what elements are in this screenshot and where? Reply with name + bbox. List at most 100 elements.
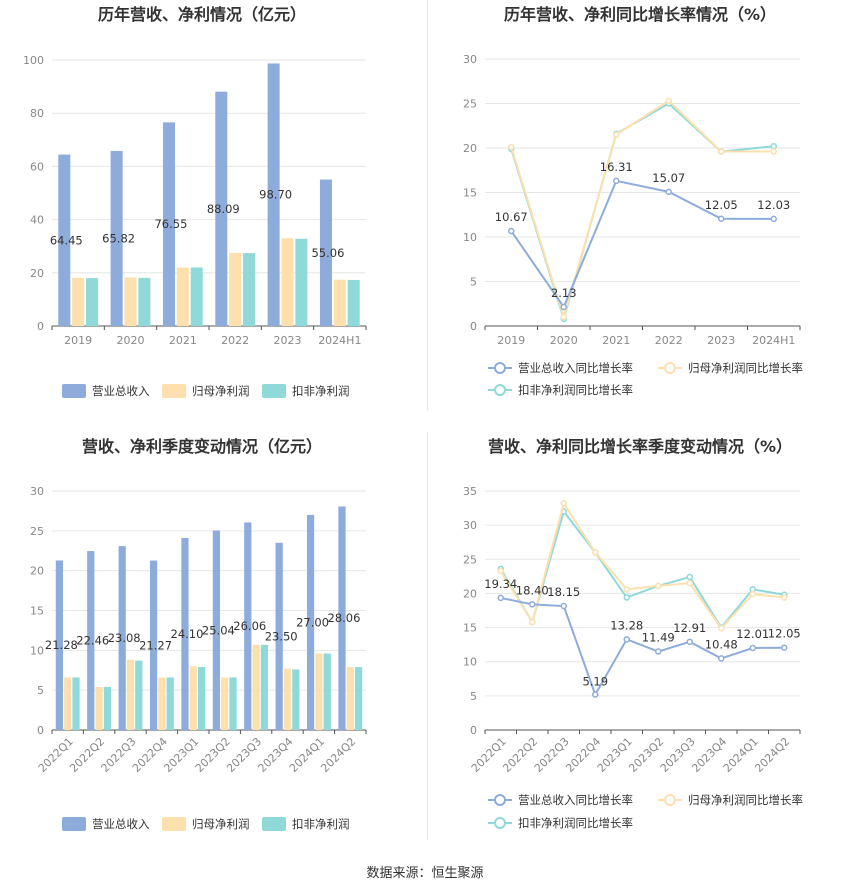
y-tick-label: 0 xyxy=(37,724,44,737)
bar-parent-profit xyxy=(281,238,294,326)
y-tick-label: 60 xyxy=(30,160,44,173)
y-tick-label: 10 xyxy=(463,656,477,669)
y-tick-label: 100 xyxy=(23,54,44,67)
y-tick-label: 15 xyxy=(463,622,477,635)
bar-deducted-profit xyxy=(190,267,203,326)
bar-parent-profit xyxy=(189,666,197,730)
legend-label: 营业总收入 xyxy=(92,384,150,398)
x-tick-label: 2020 xyxy=(117,334,145,347)
line-data-label: 13.28 xyxy=(610,618,643,632)
bar-deducted-profit xyxy=(72,677,80,730)
bar-data-label: 24.10 xyxy=(171,627,204,641)
series-point xyxy=(781,594,788,601)
legend-marker xyxy=(494,362,506,374)
series-point xyxy=(770,148,777,155)
line-data-label: 5.19 xyxy=(582,675,608,689)
chart-quarterly-amounts: 营收、净利季度变动情况（亿元） 0 5 10 15 20 25 30 2022Q1 2022Q2 2… xyxy=(0,430,425,855)
line-data-label: 18.40 xyxy=(516,583,549,597)
x-tick-label: 2024Q2 xyxy=(318,735,358,775)
bar-parent-profit xyxy=(315,653,323,730)
legend-label: 归母净利润同比增长率 xyxy=(688,793,803,807)
x-tick-label: 2023 xyxy=(274,334,302,347)
legend-marker xyxy=(494,794,506,806)
bar-parent-profit xyxy=(95,686,103,730)
bar-data-label: 64.45 xyxy=(50,233,83,247)
bar-revenue xyxy=(55,560,63,730)
line-data-label: 18.15 xyxy=(547,585,580,599)
bar-parent-profit xyxy=(229,252,242,326)
legend-label: 归母净利润 xyxy=(192,384,250,398)
x-tick-label: 2021 xyxy=(602,334,630,347)
legend-label: 营业总收入同比增长率 xyxy=(518,793,633,807)
bar-revenue xyxy=(162,122,175,326)
series-point xyxy=(718,625,725,632)
y-tick-label: 30 xyxy=(30,485,44,498)
y-tick-label: 25 xyxy=(463,553,477,566)
bar-revenue xyxy=(181,538,189,730)
chart-annual-amounts-svg: 历年营收、净利情况（亿元） 0 20 40 60 80 100 2019 2020 2021 202… xyxy=(23,5,367,398)
bar-revenue xyxy=(212,530,220,730)
series-point xyxy=(718,655,725,662)
y-tick-label: 80 xyxy=(30,107,44,120)
series-point xyxy=(613,177,620,185)
bar-data-label: 23.08 xyxy=(108,631,141,645)
line-data-label: 12.05 xyxy=(705,198,738,212)
bar-data-label: 27.00 xyxy=(296,615,329,629)
y-tick-label: 35 xyxy=(463,485,477,498)
bar-revenue xyxy=(149,560,158,730)
chart-title: 历年营收、净利情况（亿元） xyxy=(98,5,306,24)
legend-swatch xyxy=(162,817,186,831)
legend-marker xyxy=(494,384,506,396)
bar-deducted-profit xyxy=(166,677,174,730)
bar-revenue xyxy=(215,91,228,326)
legend-label: 扣非净利润同比增长率 xyxy=(518,383,633,397)
bar-parent-profit xyxy=(64,677,72,730)
data-source-text: 数据来源：恒生聚源 xyxy=(366,866,484,881)
bar-parent-profit xyxy=(333,279,346,326)
series-point xyxy=(497,567,504,575)
bar-parent-profit xyxy=(346,667,354,730)
bar-parent-profit xyxy=(252,644,260,730)
y-tick-label: 25 xyxy=(30,525,44,538)
series-point xyxy=(686,579,693,587)
bar-deducted-profit xyxy=(135,660,143,730)
y-tick-label: 20 xyxy=(463,142,477,155)
legend-label: 扣非净利润 xyxy=(292,384,350,398)
legend-marker xyxy=(494,817,506,829)
bar-revenue xyxy=(267,63,280,326)
y-tick-label: 40 xyxy=(30,214,44,227)
chart-quarterly-growth-svg: 营收、净利同比增长率季度变动情况（%）051015202530352022Q12… xyxy=(463,437,803,830)
series-point xyxy=(623,586,630,593)
vertical-divider-bottom xyxy=(427,432,428,840)
series-point xyxy=(686,573,693,581)
series-point xyxy=(655,582,662,590)
legend-label: 扣非净利润 xyxy=(292,817,350,831)
bar-deducted-profit xyxy=(292,669,300,730)
x-tick-label: 2024H1 xyxy=(318,334,361,347)
bar-data-label: 21.27 xyxy=(139,638,172,652)
legend-swatch xyxy=(62,817,86,831)
vertical-divider-top xyxy=(427,0,428,410)
series-point xyxy=(770,142,777,150)
bar-deducted-profit xyxy=(323,653,331,730)
x-tick-label: 2024Q2 xyxy=(752,735,792,775)
chart-annual-amounts: 历年营收、净利情况（亿元） 0 20 40 60 80 100 2019 2020 2021 202… xyxy=(0,0,425,420)
series-point xyxy=(529,601,536,608)
series-point xyxy=(560,500,567,507)
series-point xyxy=(508,227,515,235)
bar-revenue xyxy=(338,506,346,730)
bar-parent-profit xyxy=(124,277,137,326)
line-data-label: 19.34 xyxy=(484,577,517,591)
bar-data-label: 25.04 xyxy=(202,623,235,637)
series-point xyxy=(718,215,725,223)
chart-title: 历年营收、净利同比增长率情况（%） xyxy=(504,5,776,24)
series-point xyxy=(497,594,504,602)
x-tick-label: 2023 xyxy=(707,334,735,347)
bar-revenue xyxy=(306,514,315,730)
bar-data-label: 22.46 xyxy=(76,634,109,648)
bar-revenue xyxy=(275,542,283,730)
legend-marker xyxy=(664,794,676,806)
series-point xyxy=(623,636,630,643)
legend-marker xyxy=(664,362,676,374)
bar-deducted-profit xyxy=(229,677,237,730)
